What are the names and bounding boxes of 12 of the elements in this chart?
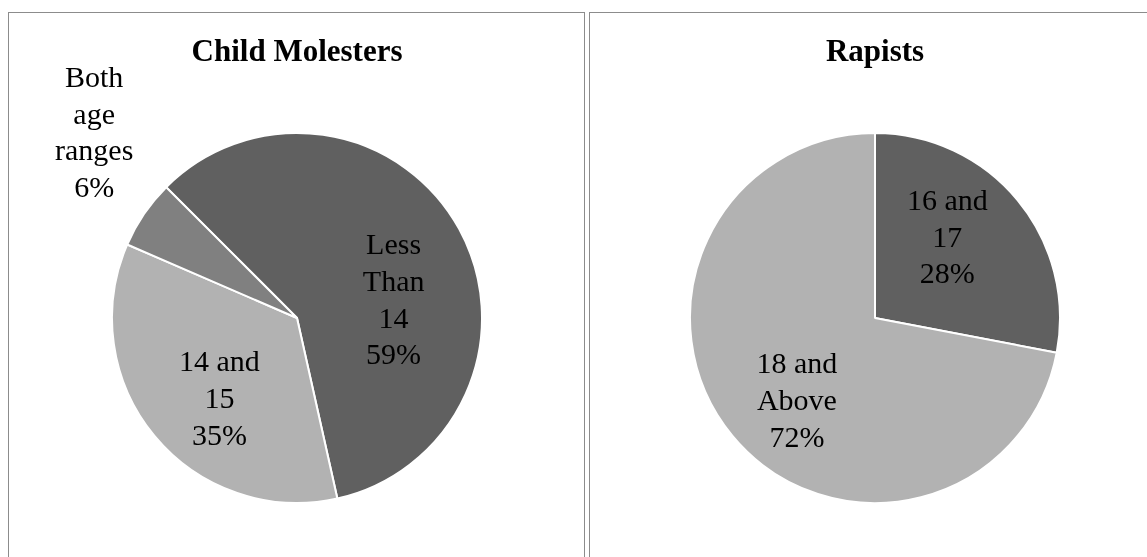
chart-title: Rapists (825, 33, 925, 68)
data-label: 72% (769, 419, 825, 453)
data-label: 35% (191, 417, 247, 451)
slice-label: Both age ranges (55, 59, 134, 167)
slice-label: 14 and 15 (179, 344, 260, 414)
data-label: 59% (366, 337, 422, 371)
slice-label: 16 and 17 (906, 182, 988, 253)
chart-title: Child Molesters (191, 33, 403, 68)
slice-label: 18 and Above (756, 346, 838, 416)
data-label: 28% (919, 256, 975, 290)
slice-label: Less Than 14 (362, 227, 425, 334)
data-label: 6% (74, 170, 115, 204)
